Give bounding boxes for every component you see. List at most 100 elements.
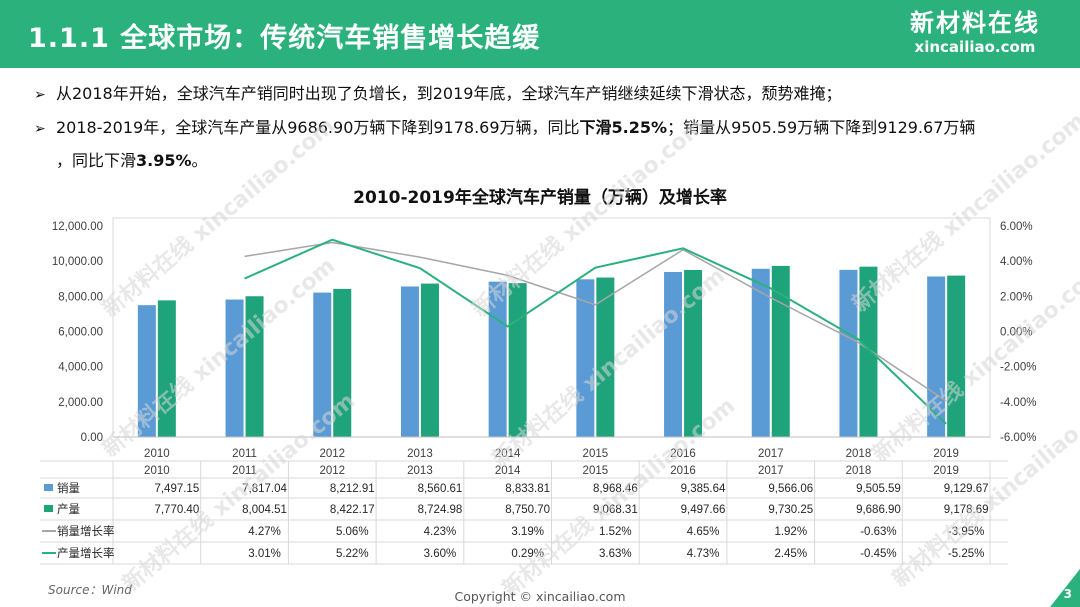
bullet-3-text-b: 。 [191, 151, 208, 170]
bar-sales [839, 269, 858, 437]
x-axis-tick-label: 2011 [232, 448, 257, 460]
x-axis-tick-label: 2019 [933, 448, 959, 460]
table-cell-value: 2.45% [774, 548, 807, 560]
brand-logo[interactable]: 新材料在线 xincailiao.com [910, 8, 1040, 60]
sales-growth-line [244, 241, 947, 402]
table-cell-value: 3.60% [424, 548, 457, 560]
table-cell-value: 8,004.51 [242, 504, 287, 516]
table-cell-value: 9,385.64 [681, 483, 726, 495]
table-cell-value: 3.19% [511, 526, 544, 538]
bar-sales [313, 292, 332, 437]
right-axis-tick-label: -2.00% [1000, 362, 1036, 374]
legend-label: 销量 [57, 481, 80, 495]
table-cell-value: 7,817.04 [242, 483, 287, 495]
bar-sales [400, 286, 419, 437]
table-cell-value: 1.92% [774, 526, 807, 538]
bar-production [157, 300, 176, 437]
right-axis-tick-label: -6.00% [1000, 432, 1036, 444]
x-axis-tick-label: 2018 [846, 448, 872, 460]
x-axis-tick-label: 2010 [144, 448, 170, 460]
bar-sales [488, 281, 507, 437]
table-header-year: 2015 [583, 465, 609, 477]
table-cell-value: 8,422.17 [330, 504, 375, 516]
x-axis-tick-label: 2012 [319, 448, 345, 460]
title-bar: 1.1.1 全球市场：传统汽车销售增长趋缓 新材料在线 xincailiao.c… [0, 0, 1080, 68]
right-axis-tick-label: -4.00% [1000, 397, 1036, 409]
plot-area-frame [112, 217, 991, 438]
bullet-point-2-continued: ，同比下滑3.95%。 [56, 147, 208, 171]
right-axis-tick-label: 6.00% [1000, 221, 1033, 233]
bullet-point-2: ➢ 2018-2019年，全球汽车产量从9686.90万辆下降到9178.69万辆… [34, 114, 975, 138]
bar-sales [751, 268, 770, 437]
table-cell-value: 4.23% [424, 526, 457, 538]
chart-title: 2010-2019年全球汽车产销量（万辆）及增长率 [353, 188, 727, 208]
bar-production [245, 296, 264, 437]
table-cell-value: 9,505.59 [856, 483, 901, 495]
table-cell-value: 1.52% [599, 526, 632, 538]
right-axis-tick-label: 0.00% [1000, 327, 1033, 339]
bar-production [596, 277, 615, 437]
left-axis-tick-label: 10,000.00 [52, 256, 103, 268]
x-axis-tick-label: 2015 [583, 448, 609, 460]
left-axis-tick-label: 2,000.00 [58, 397, 103, 409]
right-axis-tick-label: 2.00% [1000, 291, 1033, 303]
left-axis-tick-label: 12,000.00 [52, 221, 103, 233]
bar-production [684, 269, 703, 437]
bullet-2-highlight: 下滑5.25% [579, 118, 668, 137]
table-cell-value: 7,770.40 [154, 504, 199, 516]
x-axis-tick-label: 2017 [758, 448, 784, 460]
table-cell-value: 8,750.70 [505, 504, 550, 516]
table-cell-value: 3.63% [599, 548, 632, 560]
table-cell-value: -0.45% [860, 548, 896, 560]
bullet-1-text: 从2018年开始，全球汽车产销同时出现了负增长，到2019年底，全球汽车产销继续… [56, 84, 842, 103]
bullet-2-text-b: ；销量从9505.59万辆下降到9129.67万辆 [667, 118, 976, 137]
legend-label: 产量增长率 [57, 546, 115, 560]
bullet-point-1: ➢ 从2018年开始，全球汽车产销同时出现了负增长，到2019年底，全球汽车产销继… [34, 80, 841, 104]
table-cell-value: 9,178.69 [944, 504, 989, 516]
bar-sales [225, 299, 244, 437]
page-title: 1.1.1 全球市场：传统汽车销售增长趋缓 [28, 23, 541, 54]
copyright-text: Copyright © xincailiao.com [454, 589, 626, 604]
table-cell-value: 5.06% [336, 526, 369, 538]
bar-sales [664, 271, 683, 437]
table-cell-value: 7,497.15 [154, 483, 199, 495]
bullet-arrow-icon: ➢ [34, 121, 46, 137]
table-cell-value: 9,497.66 [681, 504, 726, 516]
table-cell-value: 9,129.67 [944, 483, 989, 495]
bar-sales [137, 305, 156, 437]
table-header-year: 2016 [670, 465, 696, 477]
table-header-year: 2018 [846, 465, 872, 477]
table-cell-value: 8,212.91 [330, 483, 375, 495]
production-growth-line [244, 238, 947, 425]
logo-chinese-text: 新材料在线 [910, 9, 1040, 37]
bar-production [947, 275, 966, 437]
table-cell-value: 4.73% [687, 548, 720, 560]
bar-production [333, 288, 352, 437]
table-cell-value: 9,686.90 [856, 504, 901, 516]
table-cell-value: 0.29% [511, 548, 544, 560]
table-header-year: 2013 [407, 465, 433, 477]
bullet-3-text-a: ，同比下滑 [56, 151, 137, 170]
bar-production [420, 283, 439, 437]
left-axis-tick-label: 0.00 [81, 432, 103, 444]
x-axis-tick-label: 2016 [670, 448, 696, 460]
legend-swatch-sales [44, 484, 53, 491]
x-axis-tick-label: 2014 [495, 448, 521, 460]
bar-production [859, 266, 878, 437]
table-cell-value: 8,560.61 [418, 483, 463, 495]
legend-label: 产量 [57, 502, 80, 516]
table-cell-value: 8,724.98 [418, 504, 463, 516]
logo-english-text: xincailiao.com [914, 38, 1036, 56]
bar-sales [576, 279, 595, 437]
table-cell-value: 8,833.81 [505, 483, 550, 495]
table-cell-value: -5.25% [948, 548, 984, 560]
table-cell-value: -0.63% [860, 526, 896, 538]
x-axis-tick-label: 2013 [407, 448, 433, 460]
source-note: Source：Wind [48, 583, 132, 597]
table-cell-value: 4.65% [687, 526, 720, 538]
table-cell-value: 5.22% [336, 548, 369, 560]
bar-production [508, 283, 527, 437]
table-cell-value: 4.27% [248, 526, 281, 538]
left-axis-tick-label: 6,000.00 [58, 327, 103, 339]
